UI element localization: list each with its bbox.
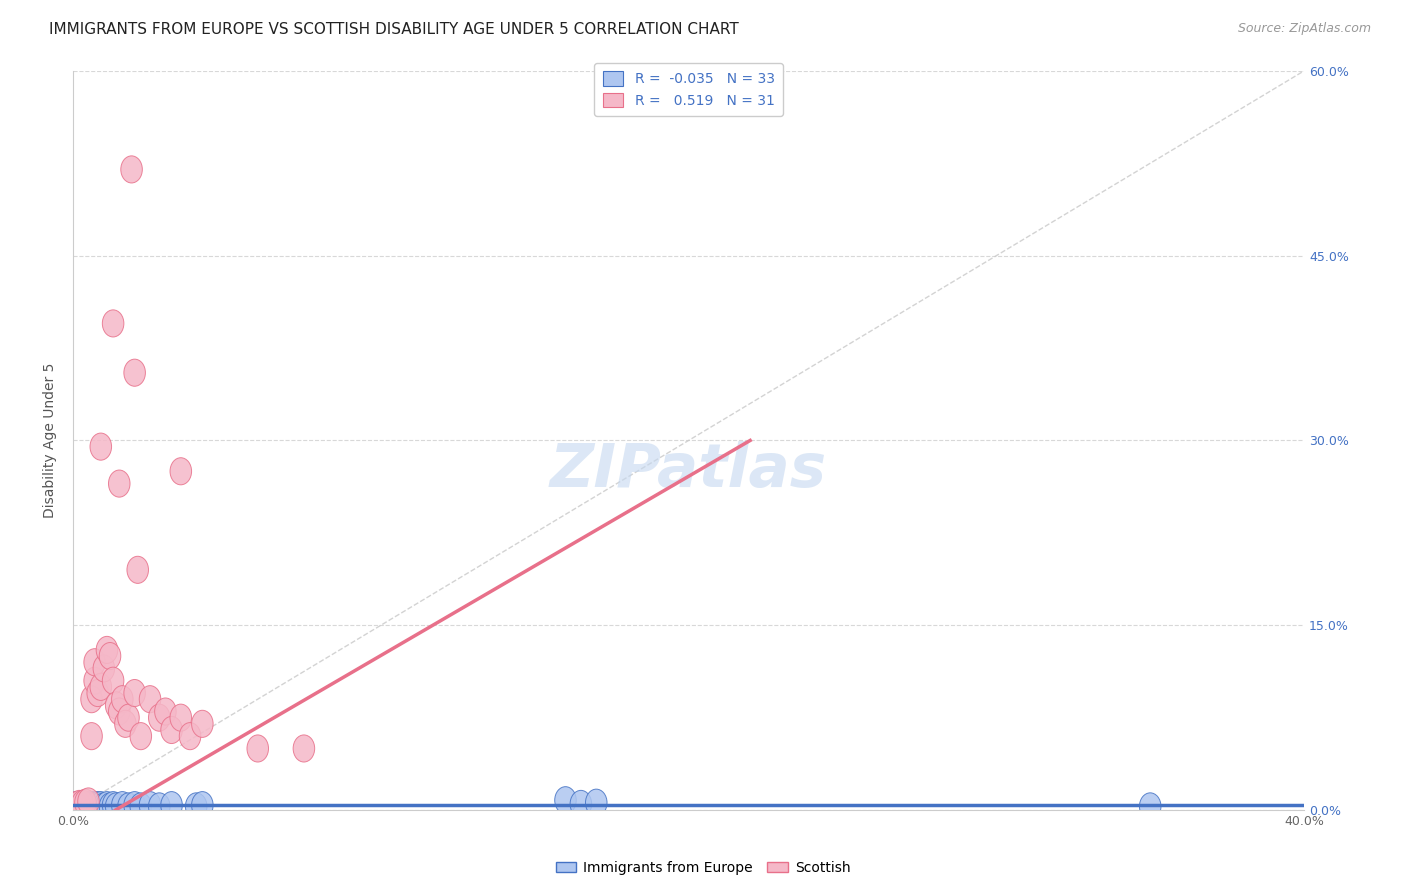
Y-axis label: Disability Age Under 5: Disability Age Under 5	[44, 363, 58, 518]
Ellipse shape	[100, 642, 121, 670]
Ellipse shape	[139, 686, 160, 713]
Ellipse shape	[105, 692, 127, 719]
Ellipse shape	[108, 698, 129, 725]
Ellipse shape	[111, 686, 134, 713]
Ellipse shape	[66, 791, 87, 819]
Legend: R =  -0.035   N = 33, R =   0.519   N = 31: R = -0.035 N = 33, R = 0.519 N = 31	[595, 63, 783, 116]
Ellipse shape	[292, 735, 315, 762]
Ellipse shape	[90, 791, 111, 819]
Ellipse shape	[80, 686, 103, 713]
Ellipse shape	[72, 793, 93, 820]
Text: ZIPatlas: ZIPatlas	[550, 441, 827, 500]
Ellipse shape	[77, 788, 100, 815]
Ellipse shape	[105, 793, 127, 820]
Ellipse shape	[170, 458, 191, 485]
Ellipse shape	[149, 704, 170, 731]
Ellipse shape	[180, 723, 201, 749]
Ellipse shape	[96, 791, 118, 819]
Ellipse shape	[87, 791, 108, 819]
Ellipse shape	[124, 359, 145, 386]
Ellipse shape	[93, 655, 115, 682]
Ellipse shape	[90, 673, 111, 700]
Ellipse shape	[111, 791, 134, 819]
Ellipse shape	[84, 667, 105, 694]
Ellipse shape	[191, 710, 214, 738]
Ellipse shape	[77, 791, 100, 819]
Ellipse shape	[66, 791, 87, 819]
Ellipse shape	[72, 790, 93, 817]
Ellipse shape	[80, 793, 103, 820]
Ellipse shape	[569, 790, 592, 817]
Ellipse shape	[84, 648, 105, 676]
Ellipse shape	[69, 793, 90, 820]
Ellipse shape	[139, 791, 160, 819]
Text: Source: ZipAtlas.com: Source: ZipAtlas.com	[1237, 22, 1371, 36]
Ellipse shape	[75, 789, 96, 816]
Ellipse shape	[69, 790, 90, 817]
Ellipse shape	[90, 434, 111, 460]
Ellipse shape	[118, 793, 139, 820]
Ellipse shape	[129, 793, 152, 820]
Ellipse shape	[100, 793, 121, 820]
Ellipse shape	[80, 723, 103, 749]
Ellipse shape	[247, 735, 269, 762]
Ellipse shape	[129, 723, 152, 749]
Ellipse shape	[75, 791, 96, 819]
Ellipse shape	[103, 791, 124, 819]
Ellipse shape	[115, 710, 136, 738]
Ellipse shape	[160, 716, 183, 744]
Ellipse shape	[87, 680, 108, 706]
Ellipse shape	[103, 667, 124, 694]
Ellipse shape	[155, 698, 176, 725]
Text: IMMIGRANTS FROM EUROPE VS SCOTTISH DISABILITY AGE UNDER 5 CORRELATION CHART: IMMIGRANTS FROM EUROPE VS SCOTTISH DISAB…	[49, 22, 740, 37]
Ellipse shape	[103, 310, 124, 337]
Ellipse shape	[127, 557, 149, 583]
Ellipse shape	[585, 789, 607, 816]
Ellipse shape	[118, 704, 139, 731]
Ellipse shape	[160, 791, 183, 819]
Ellipse shape	[124, 680, 145, 706]
Ellipse shape	[90, 793, 111, 820]
Ellipse shape	[84, 793, 105, 820]
Ellipse shape	[191, 791, 214, 819]
Ellipse shape	[108, 470, 129, 497]
Ellipse shape	[124, 791, 145, 819]
Ellipse shape	[149, 793, 170, 820]
Ellipse shape	[555, 787, 576, 814]
Ellipse shape	[96, 636, 118, 664]
Ellipse shape	[93, 793, 115, 820]
Ellipse shape	[121, 156, 142, 183]
Ellipse shape	[80, 791, 103, 819]
Ellipse shape	[186, 793, 207, 820]
Ellipse shape	[84, 791, 105, 819]
Ellipse shape	[72, 790, 93, 817]
Legend: Immigrants from Europe, Scottish: Immigrants from Europe, Scottish	[550, 855, 856, 880]
Ellipse shape	[1139, 793, 1161, 820]
Ellipse shape	[170, 704, 191, 731]
Ellipse shape	[77, 793, 100, 820]
Ellipse shape	[75, 793, 96, 820]
